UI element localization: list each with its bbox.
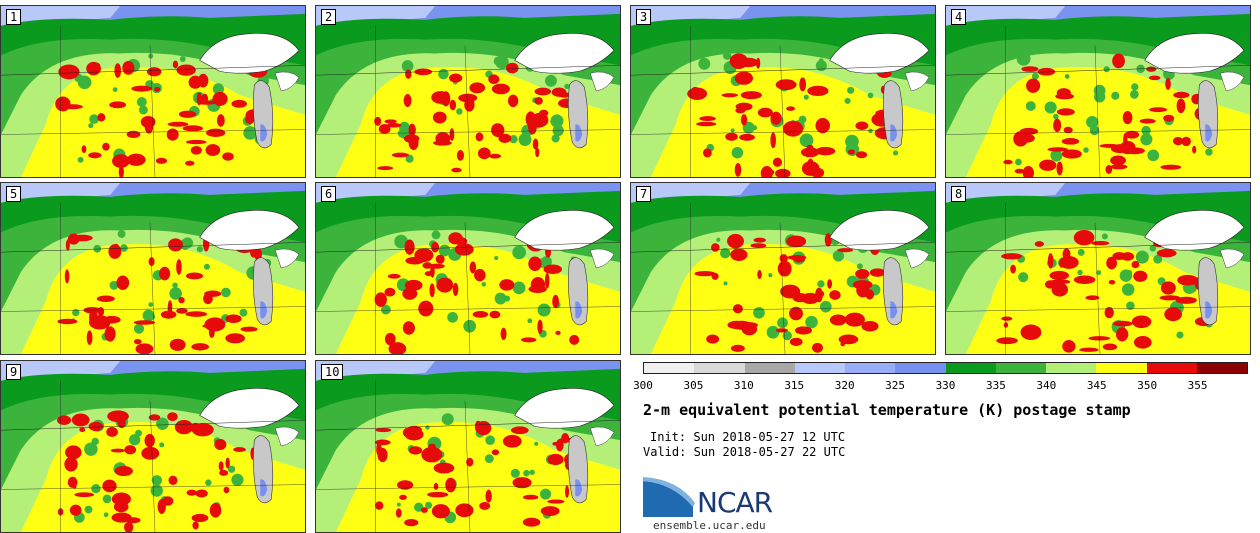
- colorbar-tick-labels: 300 305 310 315 320 325 330 335 340 345 350 355: [633, 379, 1248, 393]
- colorbar-swatch: [1146, 363, 1197, 373]
- postage-stamp-map: 1: [0, 5, 306, 178]
- member-number-label: 9: [6, 364, 22, 380]
- website-url: ensemble.ucar.edu: [653, 519, 766, 532]
- colorbar-swatch: [1046, 363, 1097, 373]
- figure-title: 2-m equivalent potential temperature (K)…: [643, 401, 1131, 419]
- postage-stamp-map: 7: [630, 182, 936, 355]
- colorbar-swatch: [995, 363, 1046, 373]
- member-number-label: 2: [321, 9, 337, 25]
- colorbar-tick-label: 325: [885, 379, 906, 392]
- colorbar-swatch: [644, 363, 695, 373]
- member-number-label: 10: [321, 364, 344, 380]
- colorbar-tick-label: 335: [985, 379, 1006, 392]
- colorbar-tick-label: 310: [733, 379, 754, 392]
- colorbar-tick-label: 330: [935, 379, 956, 392]
- member-number-label: 3: [636, 9, 652, 25]
- ncar-logo-text: NCAR: [697, 486, 773, 519]
- valid-time: Valid: Sun 2018-05-27 22 UTC: [643, 445, 846, 459]
- colorbar-swatch: [694, 363, 745, 373]
- member-number-label: 4: [951, 9, 967, 25]
- postage-stamp-map: 3: [630, 5, 936, 178]
- ncar-logo-icon: [643, 477, 695, 517]
- postage-stamp-map: 9: [0, 360, 306, 533]
- colorbar-tick-label: 350: [1137, 379, 1158, 392]
- colorbar-tick-label: 345: [1086, 379, 1107, 392]
- postage-stamp-map: 5: [0, 182, 306, 355]
- colorbar-swatch: [845, 363, 896, 373]
- postage-stamp-map: 6: [315, 182, 621, 355]
- colorbar-tick-label: 320: [834, 379, 855, 392]
- member-number-label: 5: [6, 186, 22, 202]
- member-number-label: 7: [636, 186, 652, 202]
- colorbar-swatch: [744, 363, 795, 373]
- postage-stamp-map: 10: [315, 360, 621, 533]
- postage-stamp-map: 8: [945, 182, 1251, 355]
- init-time: Init: Sun 2018-05-27 12 UTC: [650, 430, 846, 444]
- colorbar: [643, 362, 1248, 374]
- postage-stamp-map: 4: [945, 5, 1251, 178]
- member-number-label: 1: [6, 9, 22, 25]
- colorbar-swatch: [794, 363, 845, 373]
- colorbar-swatch: [1196, 363, 1247, 373]
- colorbar-tick-label: 300: [633, 379, 653, 392]
- postage-stamp-map: 2: [315, 5, 621, 178]
- colorbar-tick-label: 340: [1036, 379, 1057, 392]
- colorbar-tick-label: 355: [1187, 379, 1208, 392]
- colorbar-tick-label: 315: [784, 379, 805, 392]
- member-number-label: 6: [321, 186, 337, 202]
- colorbar-swatch: [895, 363, 946, 373]
- colorbar-swatch: [945, 363, 996, 373]
- member-number-label: 8: [951, 186, 967, 202]
- colorbar-swatch: [1096, 363, 1147, 373]
- colorbar-tick-label: 305: [683, 379, 704, 392]
